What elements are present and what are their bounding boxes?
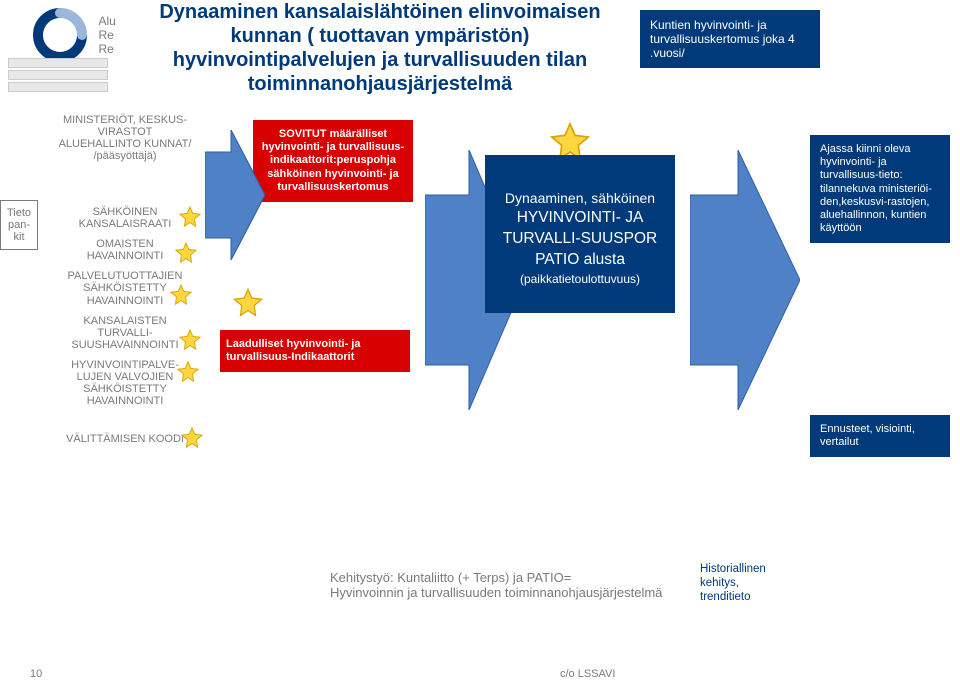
navy-center: Dynaaminen, sähköinen HYVINVOINTI- JA TU… bbox=[485, 155, 675, 313]
arrow-icon bbox=[205, 130, 265, 260]
arrow-icon bbox=[690, 150, 800, 415]
red-block-top: SOVITUT määrälliset hyvinvointi- ja turv… bbox=[253, 120, 413, 202]
white-box-6: HYVINVOINTIPALVE-LUJEN VALVOJIEN SÄHKÖIS… bbox=[55, 355, 195, 411]
arrow-red-col: SOVITUT määrälliset hyvinvointi- ja turv… bbox=[205, 130, 415, 430]
tietopankit-rail: Tieto pan- kit bbox=[0, 200, 38, 250]
white-box-5: KANSALAISTEN TURVALLI-SUUSHAVAINNOINTI bbox=[55, 311, 195, 355]
white-box-7: VÄLITTÄMISEN KOODI bbox=[55, 429, 195, 449]
white-col: MINISTERIÖT, KESKUS-VIRASTOT ALUEHALLINT… bbox=[55, 110, 195, 449]
footer-co: c/o LSSAVI bbox=[560, 668, 615, 680]
kehitys-text: Kehitystyö: Kuntaliitto (+ Terps) ja PAT… bbox=[330, 570, 662, 600]
star-icon bbox=[233, 288, 263, 318]
logo-area: Alu Re Re bbox=[30, 5, 150, 65]
white-box-1: MINISTERIÖT, KESKUS-VIRASTOT ALUEHALLINT… bbox=[55, 110, 195, 202]
star-icon bbox=[175, 242, 197, 264]
star-icon bbox=[177, 361, 199, 383]
right-box-1: Ajassa kiinni oleva hyvinvointi- ja turv… bbox=[810, 135, 950, 243]
star-icon bbox=[181, 427, 203, 449]
white-box-4: PALVELUTUOTTAJIEN SÄHKÖISTETTY HAVAINNOI… bbox=[55, 266, 195, 310]
right-box-2: Ennusteet, visiointi, vertailut bbox=[810, 415, 950, 457]
red-block-bottom: Laadulliset hyvinvointi- ja turvallisuus… bbox=[220, 330, 410, 372]
logo-text: Alu Re Re bbox=[98, 14, 115, 56]
main-title: Dynaaminen kansalaislähtöinen elinvoimai… bbox=[140, 0, 620, 96]
star-icon bbox=[179, 206, 201, 228]
logo-icon bbox=[30, 5, 90, 65]
hist-text: Historiallinen kehitys, trenditieto bbox=[700, 563, 766, 604]
star-icon bbox=[179, 329, 201, 351]
page-number: 10 bbox=[30, 668, 42, 680]
top-right-note: Kuntien hyvinvointi- ja turvallisuuskert… bbox=[640, 10, 820, 68]
white-box-3: OMAISTEN HAVAINNOINTI bbox=[55, 234, 195, 266]
star-icon bbox=[170, 284, 192, 306]
white-box-2: SÄHKÖINEN KANSALAISRAATI bbox=[55, 202, 195, 234]
stub-rows bbox=[8, 58, 108, 94]
